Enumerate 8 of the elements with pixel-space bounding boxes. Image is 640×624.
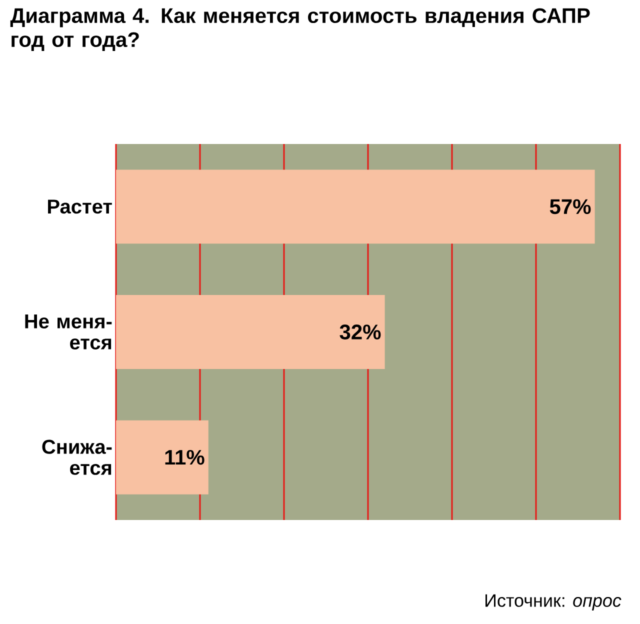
- y-tick-label: Растет: [48, 200, 112, 214]
- chart-title: Диаграмма 4. Как меняется стоимость владения САПР год от года?: [10, 8, 590, 52]
- data-label: 32%: [340, 324, 381, 340]
- y-tick-label: Снижа-ется: [42, 440, 112, 475]
- data-label: 57%: [550, 199, 591, 214]
- data-label: 11%: [165, 450, 204, 465]
- text: Источник: опрос: [486, 594, 622, 610]
- y-tick-label: Не меня-ется: [25, 314, 112, 350]
